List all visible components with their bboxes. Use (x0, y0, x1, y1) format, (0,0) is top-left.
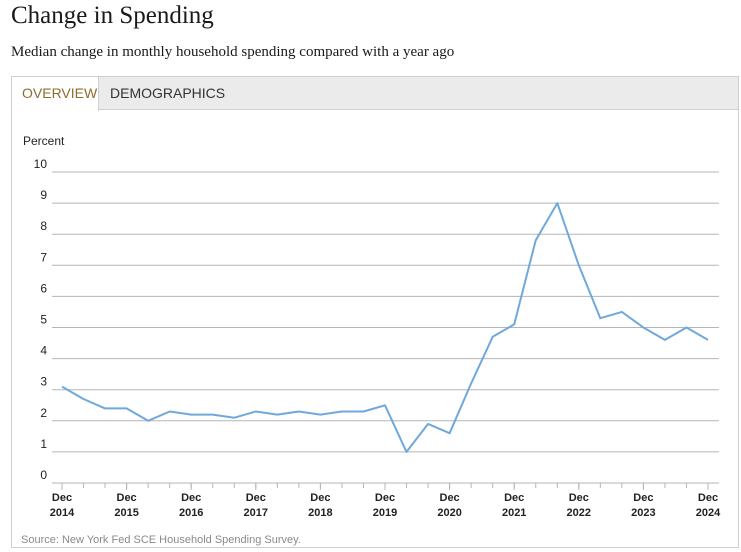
y-tick-label: 5 (40, 313, 47, 327)
y-tick-label: 6 (40, 281, 47, 295)
data-point[interactable] (680, 322, 692, 334)
x-tick-year: 2022 (567, 507, 591, 519)
y-tick-label: 10 (34, 157, 48, 171)
x-tick-year: 2021 (502, 507, 526, 519)
data-point[interactable] (379, 399, 391, 411)
x-tick-month: Dec (504, 492, 524, 504)
data-point[interactable] (508, 318, 520, 330)
data-point[interactable] (293, 405, 305, 417)
tab-bar: OVERVIEW DEMOGRAPHICS (12, 77, 738, 111)
data-point[interactable] (594, 312, 606, 324)
data-point[interactable] (164, 405, 176, 417)
page-title: Change in Spending (11, 2, 214, 29)
data-point[interactable] (250, 405, 262, 417)
y-tick-label: 9 (40, 188, 47, 202)
x-tick-month: Dec (52, 492, 72, 504)
x-tick-year: 2016 (179, 507, 203, 519)
data-point[interactable] (142, 415, 154, 427)
x-tick-year: 2014 (50, 507, 75, 519)
data-point[interactable] (185, 409, 197, 421)
x-tick-year: 2024 (696, 507, 721, 519)
data-point[interactable] (465, 377, 477, 389)
x-tick-month: Dec (310, 492, 330, 504)
data-point[interactable] (659, 334, 671, 346)
data-point[interactable] (78, 393, 90, 405)
x-tick-month: Dec (117, 492, 137, 504)
tab-overview[interactable]: OVERVIEW (12, 77, 99, 111)
data-point[interactable] (422, 418, 434, 430)
data-point[interactable] (271, 409, 283, 421)
data-point[interactable] (637, 322, 649, 334)
data-point[interactable] (616, 306, 628, 318)
x-tick-year: 2015 (114, 507, 138, 519)
data-point[interactable] (56, 381, 68, 393)
data-point[interactable] (314, 409, 326, 421)
x-tick-year: 2018 (308, 507, 332, 519)
y-tick-label: 1 (40, 437, 47, 451)
chart-panel: OVERVIEW DEMOGRAPHICS (11, 76, 739, 548)
x-tick-year: 2017 (244, 507, 268, 519)
x-tick-year: 2023 (631, 507, 655, 519)
y-tick-label: 7 (40, 250, 47, 264)
data-point[interactable] (336, 405, 348, 417)
x-tick-year: 2020 (437, 507, 461, 519)
x-tick-month: Dec (246, 492, 266, 504)
x-tick-month: Dec (440, 492, 460, 504)
data-point[interactable] (228, 412, 240, 424)
y-tick-label: 3 (40, 375, 47, 389)
x-tick-year: 2019 (373, 507, 397, 519)
x-tick-month: Dec (698, 492, 718, 504)
x-tick-month: Dec (181, 492, 201, 504)
data-point[interactable] (487, 331, 499, 343)
data-point[interactable] (99, 402, 111, 414)
y-axis-title: Percent (23, 134, 65, 148)
y-tick-label: 8 (40, 219, 47, 233)
data-point[interactable] (573, 259, 585, 271)
x-tick-month: Dec (375, 492, 395, 504)
data-point[interactable] (357, 405, 369, 417)
data-point[interactable] (401, 446, 413, 458)
y-tick-label: 4 (40, 344, 47, 358)
data-point[interactable] (121, 402, 133, 414)
data-point[interactable] (207, 409, 219, 421)
page-subtitle: Median change in monthly household spend… (11, 44, 455, 60)
data-point[interactable] (530, 234, 542, 246)
data-point[interactable] (444, 427, 456, 439)
x-tick-month: Dec (633, 492, 653, 504)
y-tick-label: 0 (40, 468, 47, 482)
x-tick-month: Dec (569, 492, 589, 504)
source-note: Source: New York Fed SCE Household Spend… (21, 534, 301, 546)
data-point[interactable] (551, 197, 563, 209)
data-point[interactable] (702, 334, 714, 346)
y-tick-label: 2 (40, 406, 47, 420)
tab-demographics[interactable]: DEMOGRAPHICS (110, 85, 226, 101)
series-line (61, 202, 709, 453)
